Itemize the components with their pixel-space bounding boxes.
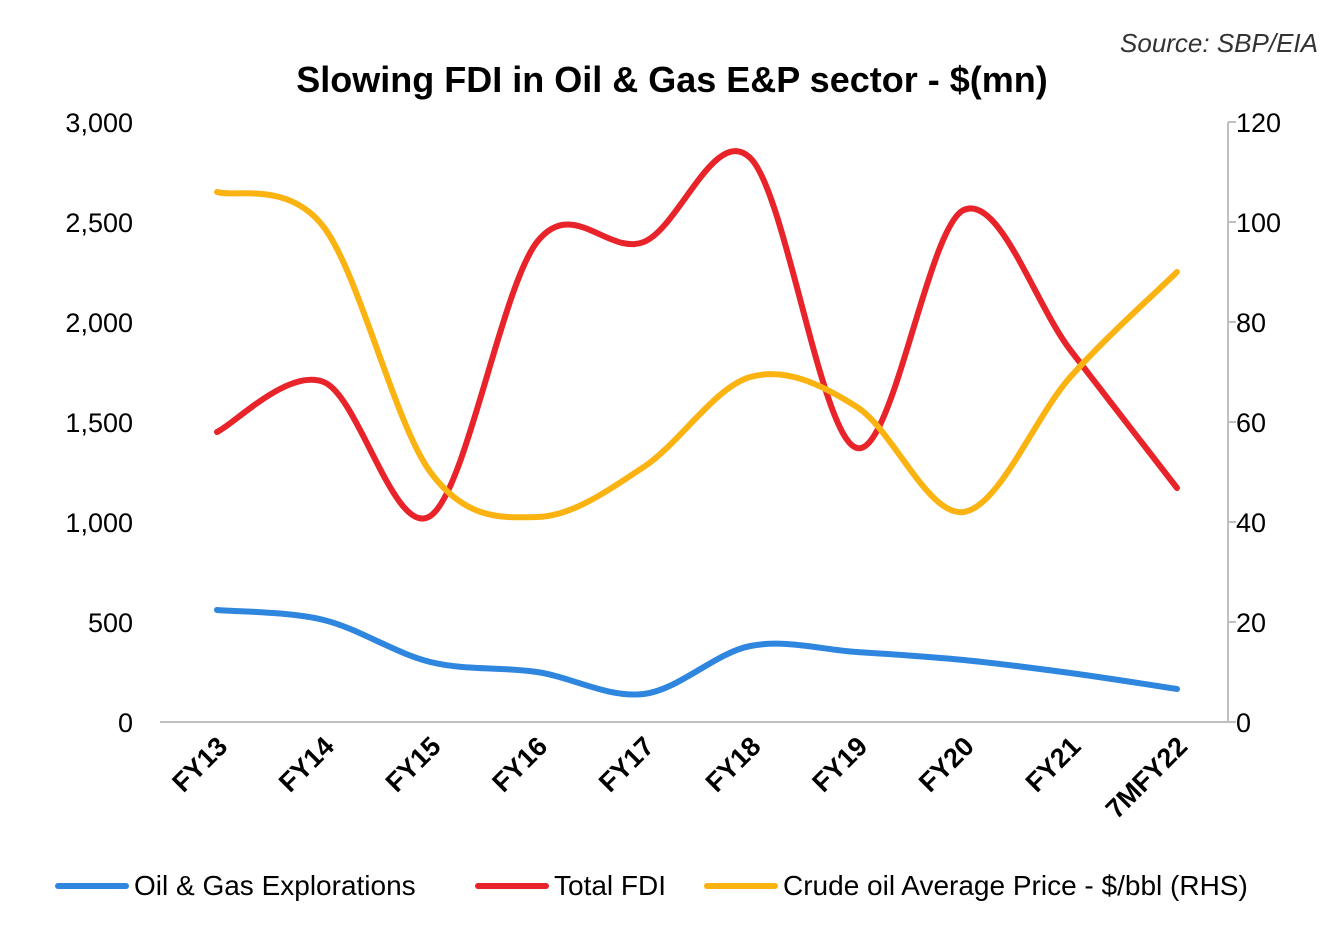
series-lines xyxy=(214,148,1180,698)
legend: Oil & Gas Explorations Total FDI Crude oil… xyxy=(55,870,1248,901)
left-axis-tick-label: 1,000 xyxy=(65,508,133,538)
x-axis-tick-label: FY20 xyxy=(913,731,980,798)
series-line-total-fdi xyxy=(214,148,1180,522)
x-axis-tick-label: 7MFY22 xyxy=(1100,731,1193,824)
x-axis-tick-label: FY19 xyxy=(806,731,873,798)
legend-label: Crude oil Average Price - $/bbl (RHS) xyxy=(783,870,1248,901)
left-axis-tick-label: 0 xyxy=(118,708,133,738)
legend-label: Oil & Gas Explorations xyxy=(134,870,416,901)
right-axis-tick-label: 20 xyxy=(1236,608,1266,638)
x-axis-tick-label: FY16 xyxy=(486,731,553,798)
source-note: Source: SBP/EIA xyxy=(1120,28,1318,58)
legend-label: Total FDI xyxy=(554,870,666,901)
right-axis-tick-label: 40 xyxy=(1236,508,1266,538)
x-axis-tick-label: FY18 xyxy=(700,731,767,798)
series-line-oil-gas-explorations xyxy=(214,607,1180,698)
left-axis-tick-label: 500 xyxy=(88,608,133,638)
right-axis-tick-label: 80 xyxy=(1236,308,1266,338)
chart-title: Slowing FDI in Oil & Gas E&P sector - $(… xyxy=(296,59,1047,100)
left-axis-tick-label: 1,500 xyxy=(65,408,133,438)
right-axis-tick-label: 0 xyxy=(1236,708,1251,738)
x-axis-tick-label: FY15 xyxy=(380,731,447,798)
right-axis-tick-label: 60 xyxy=(1236,408,1266,438)
left-axis-ticks: 0 500 1,000 1,500 2,000 2,500 3,000 xyxy=(65,108,133,738)
x-axis-ticks: FY13 FY14 FY15 FY16 FY17 FY18 FY19 FY20 FY21 7MFY… xyxy=(166,731,1193,824)
legend-item-oil-gas-explorations: Oil & Gas Explorations xyxy=(55,870,416,901)
x-axis-tick-label: FY21 xyxy=(1020,731,1087,798)
left-axis-tick-label: 2,000 xyxy=(65,308,133,338)
series-line-crude-oil-price xyxy=(214,189,1180,521)
legend-item-crude-oil-price: Crude oil Average Price - $/bbl (RHS) xyxy=(704,870,1248,901)
left-axis-tick-label: 2,500 xyxy=(65,208,133,238)
right-axis-tick-label: 100 xyxy=(1236,208,1281,238)
left-axis-tick-label: 3,000 xyxy=(65,108,133,138)
right-axis-tick-label: 120 xyxy=(1236,108,1281,138)
x-axis-tick-label: FY14 xyxy=(273,731,340,798)
legend-item-total-fdi: Total FDI xyxy=(475,870,666,901)
right-axis-ticks: 0 20 40 60 80 100 120 xyxy=(1228,108,1281,738)
x-axis-tick-label: FY13 xyxy=(166,731,233,798)
x-axis-tick-label: FY17 xyxy=(593,731,660,798)
